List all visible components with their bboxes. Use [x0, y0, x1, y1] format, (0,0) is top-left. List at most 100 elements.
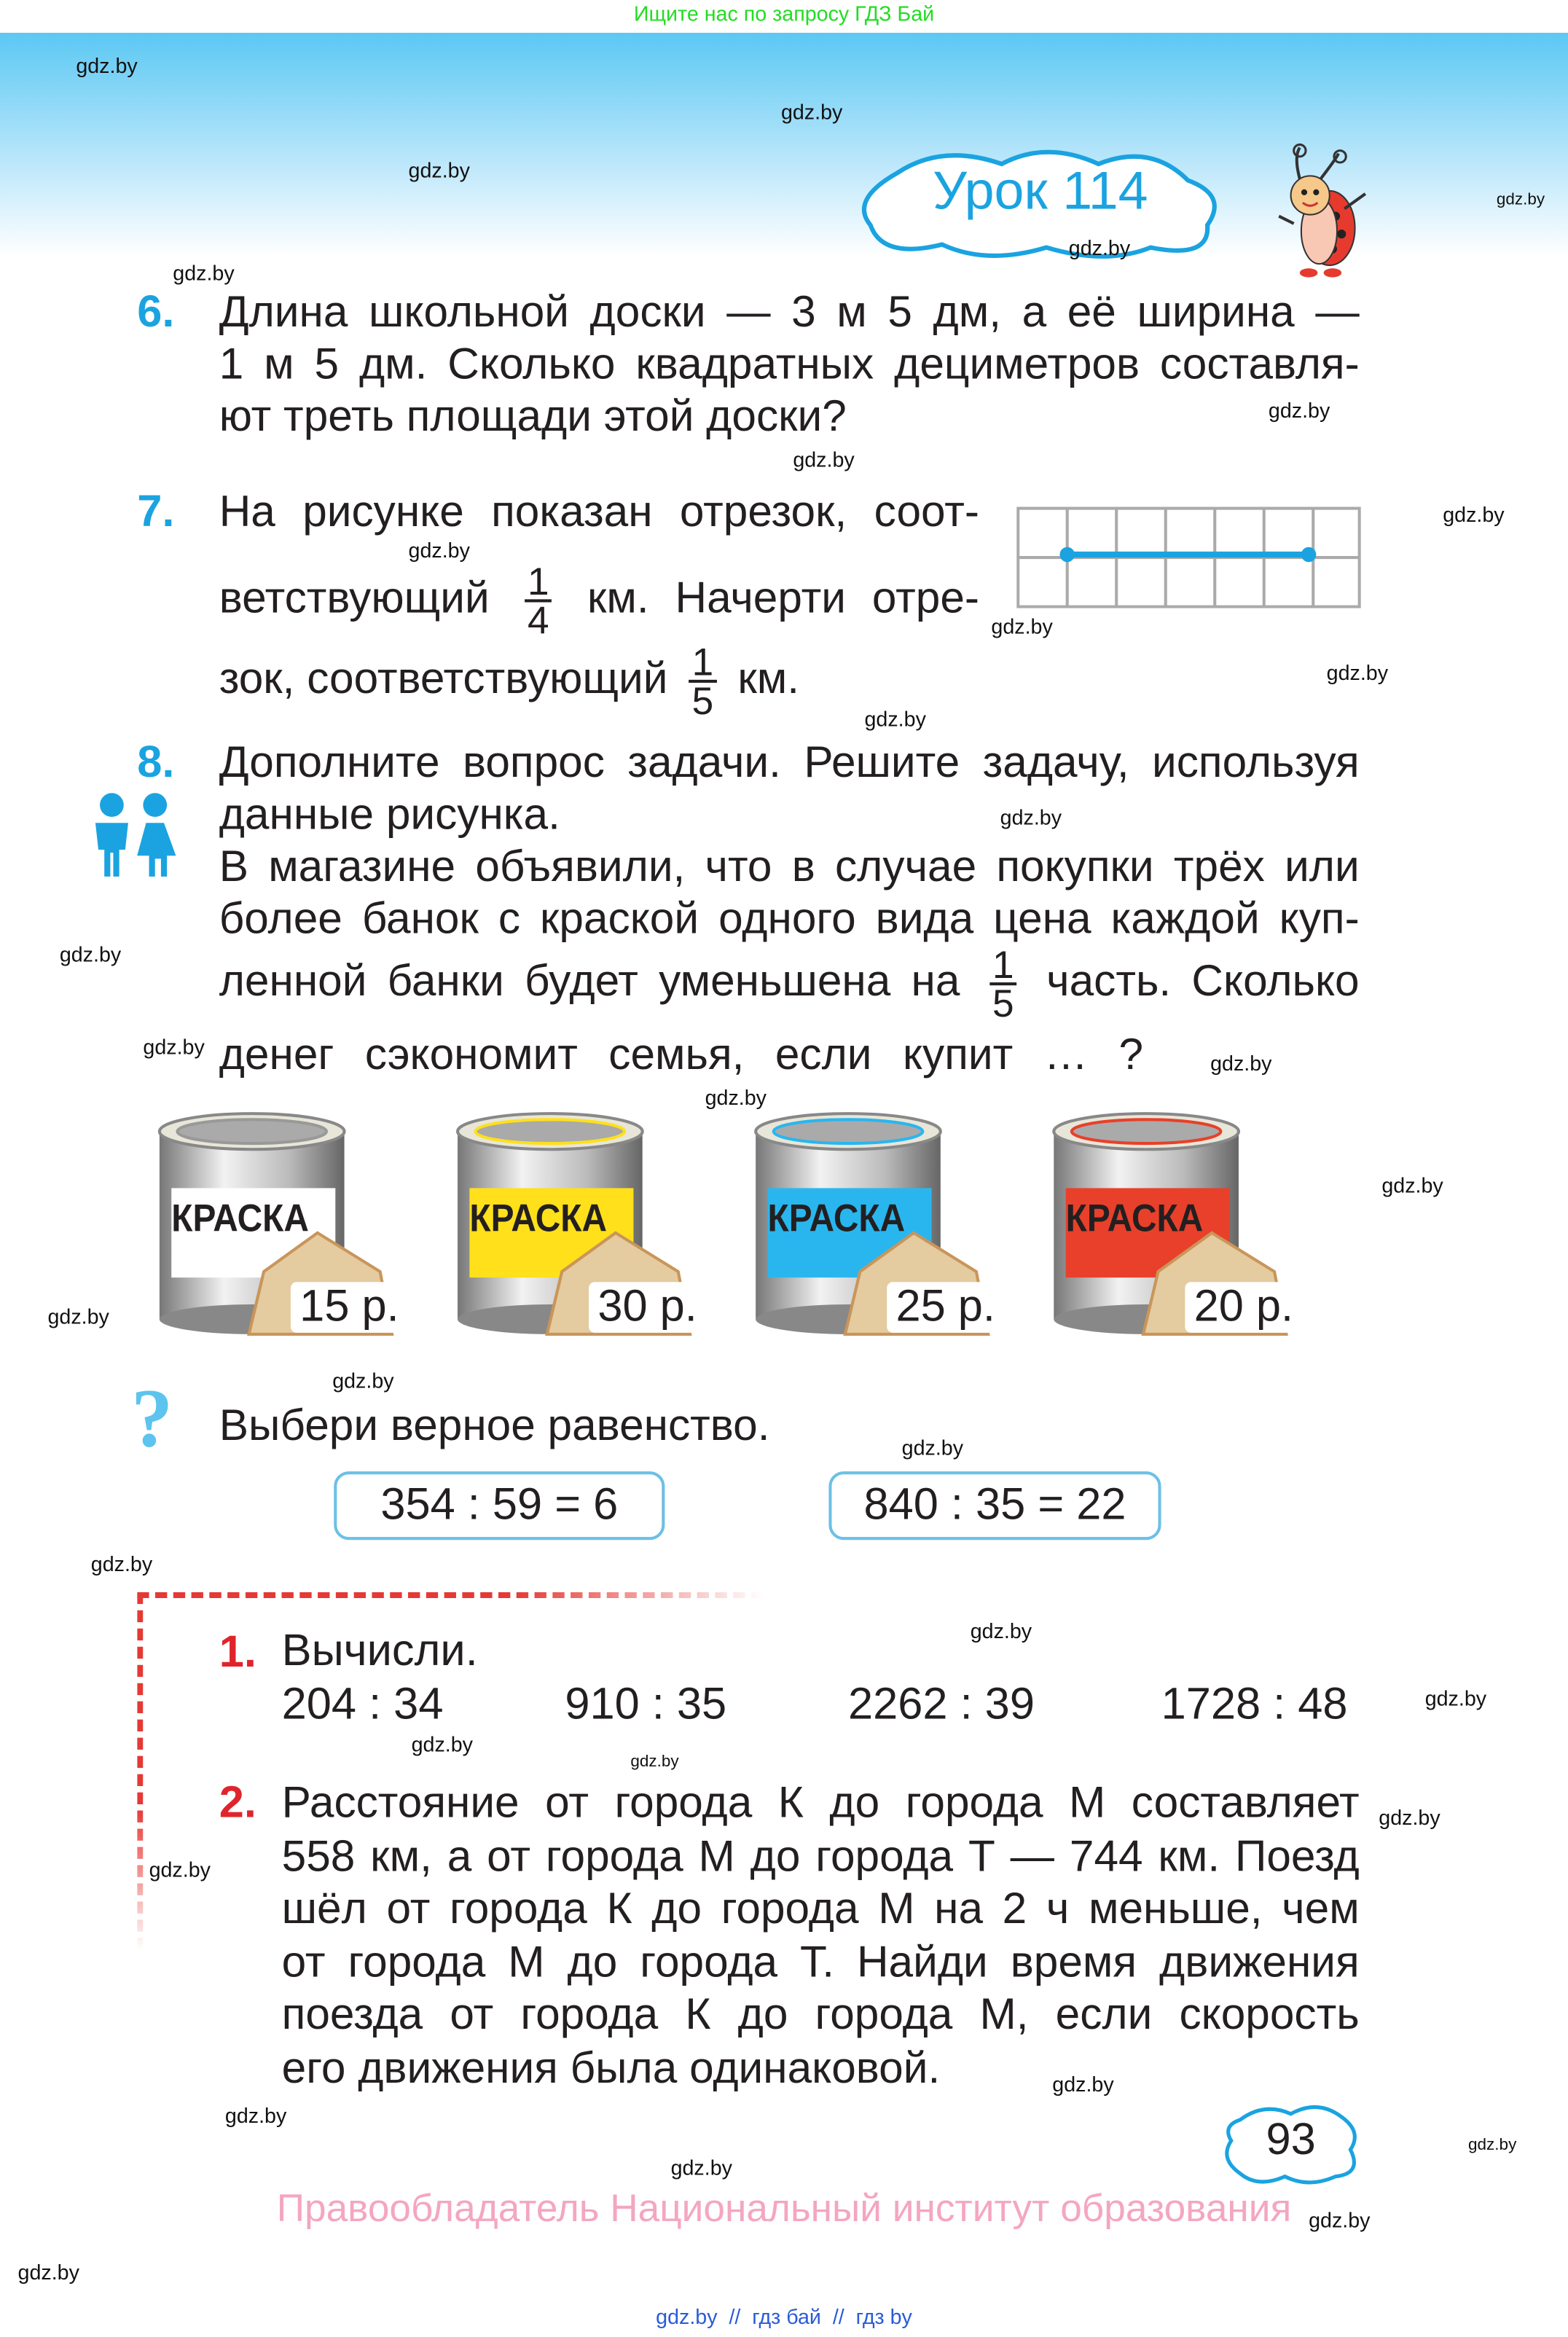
- paint-can-label: КРАСКА: [469, 1195, 608, 1241]
- price-tag: 15 р.: [290, 1282, 408, 1333]
- watermark: gdz.by: [408, 157, 470, 182]
- lesson-cloud: [861, 149, 1217, 259]
- task-2-number: 2.: [219, 1778, 256, 1828]
- text: зок, соответствующий: [219, 654, 668, 704]
- watermark: gdz.by: [47, 1304, 109, 1328]
- denominator: 4: [528, 598, 549, 643]
- watermark: gdz.by: [780, 100, 843, 124]
- watermark: gdz.by: [991, 614, 1053, 638]
- children-icon: [95, 793, 176, 877]
- watermark: gdz.by: [630, 1753, 679, 1772]
- watermark: gdz.by: [411, 1732, 473, 1756]
- numerator: 1: [989, 945, 1017, 986]
- paint-can-label: КРАСКА: [767, 1195, 906, 1241]
- task-6-line: 1 м 5 дм. Сколько квадратных дециметров …: [219, 340, 1360, 389]
- denominator: 5: [691, 678, 714, 724]
- watermark: gdz.by: [1381, 1173, 1443, 1197]
- paint-can: [753, 1111, 1051, 1371]
- page-number-cloud: [1225, 2105, 1357, 2185]
- watermark: gdz.by: [1443, 502, 1505, 527]
- watermark: gdz.by: [1379, 1805, 1440, 1830]
- dashed-border-left: [137, 1592, 144, 1950]
- paint-can-label: КРАСКА: [171, 1195, 309, 1241]
- task-7-number: 7.: [137, 487, 175, 537]
- task-1-title: Вычисли.: [281, 1626, 478, 1676]
- price-tag: 20 р.: [1185, 1282, 1303, 1333]
- watermark: gdz.by: [864, 706, 926, 731]
- bottom-links[interactable]: gdz.by // гдз бай // гдз by: [656, 2304, 912, 2329]
- watermark: gdz.by: [1326, 660, 1389, 684]
- watermark: gdz.by: [1000, 805, 1062, 829]
- calc-item: 2262 : 39: [848, 1680, 1035, 1730]
- watermark: gdz.by: [408, 538, 470, 563]
- watermark: gdz.by: [1309, 2207, 1371, 2232]
- task-8-line: данные рисунка.: [219, 790, 560, 839]
- lesson-title: Урок 114: [933, 159, 1148, 221]
- watermark: gdz.by: [224, 2103, 287, 2128]
- paint-can-drawing: [754, 1112, 990, 1336]
- task-6-line: Длина школьной доски — 3 м 5 дм, а её ши…: [219, 287, 1360, 337]
- watermark: gdz.by: [76, 53, 138, 78]
- watermark: gdz.by: [332, 1368, 394, 1393]
- task-7-line: На рисунке показан отрезок, соот-: [219, 487, 980, 537]
- numerator: 1: [689, 643, 717, 683]
- task-6-number: 6.: [137, 287, 175, 337]
- page-number: 93: [1266, 2115, 1316, 2165]
- text: км.: [737, 654, 800, 704]
- paint-can: [1051, 1111, 1349, 1371]
- task-1-number: 1.: [219, 1627, 256, 1678]
- question-mark-icon: ?: [131, 1373, 173, 1465]
- watermark: gdz.by: [1052, 2072, 1114, 2097]
- watermark: gdz.by: [901, 1436, 964, 1460]
- task-2-line: Расстояние от города К до города М соста…: [281, 1778, 1360, 1828]
- task-8-line: Дополните вопрос задачи. Решите задачу, …: [219, 737, 1360, 788]
- calc-item: 910 : 35: [565, 1680, 727, 1730]
- task-2-line: шёл от города К до города М на 2 ч меньш…: [281, 1884, 1360, 1934]
- task-2-line: 558 км, а от города М до города Т — 744 …: [281, 1831, 1360, 1881]
- task-6-line: ют треть площади этой доски?: [219, 392, 847, 442]
- watermark: gdz.by: [17, 2260, 79, 2285]
- ladybug-icon: [1278, 143, 1367, 278]
- watermark: gdz.by: [149, 1857, 211, 1882]
- watermark: gdz.by: [143, 1034, 205, 1059]
- text: ветствующий: [219, 574, 490, 623]
- watermark: gdz.by: [705, 1085, 767, 1110]
- text: ленной банки будет уменьшена на: [219, 956, 960, 1006]
- watermark: gdz.by: [173, 260, 235, 285]
- equality-option[interactable]: 840 : 35 = 22: [828, 1471, 1161, 1541]
- task-2-line: его движения была одинаковой.: [281, 2043, 941, 2093]
- task-8-line: В магазине объявили, что в случае покупк…: [219, 842, 1360, 892]
- watermark: gdz.by: [59, 942, 122, 966]
- question-text: Выбери верное равенство.: [219, 1401, 770, 1451]
- watermark: gdz.by: [1268, 398, 1330, 422]
- watermark: gdz.by: [970, 1618, 1032, 1643]
- dashed-border-top: [137, 1592, 764, 1598]
- watermark: gdz.by: [670, 2156, 732, 2180]
- watermark: gdz.by: [793, 447, 855, 471]
- watermark: gdz.by: [1210, 1051, 1272, 1075]
- price-tag: 25 р.: [887, 1282, 1005, 1333]
- watermark: gdz.by: [1424, 1686, 1487, 1710]
- watermark: gdz.by: [1496, 190, 1545, 209]
- top-note: Ищите нас по запросу ГДЗ Бай: [633, 1, 935, 26]
- task-2-line: от города М до города Т. Найди время дви…: [281, 1937, 1360, 1986]
- copyright-notice: Правообладатель Национальный институт об…: [276, 2185, 1292, 2231]
- equality-option[interactable]: 354 : 59 = 6: [334, 1471, 665, 1541]
- paint-can-drawing: [1052, 1112, 1288, 1336]
- watermark: gdz.by: [90, 1551, 153, 1576]
- task-2-line: поезда от города К до города М, если ско…: [281, 1990, 1360, 2040]
- task-8-line: более банок с краской одного вида цена к…: [219, 894, 1360, 944]
- watermark: gdz.by: [1068, 235, 1131, 259]
- paint-can-label: КРАСКА: [1065, 1195, 1204, 1241]
- numerator: 1: [524, 562, 552, 603]
- text: часть. Сколько: [1046, 956, 1360, 1006]
- task-8-number: 8.: [137, 737, 175, 788]
- denominator: 5: [992, 981, 1014, 1026]
